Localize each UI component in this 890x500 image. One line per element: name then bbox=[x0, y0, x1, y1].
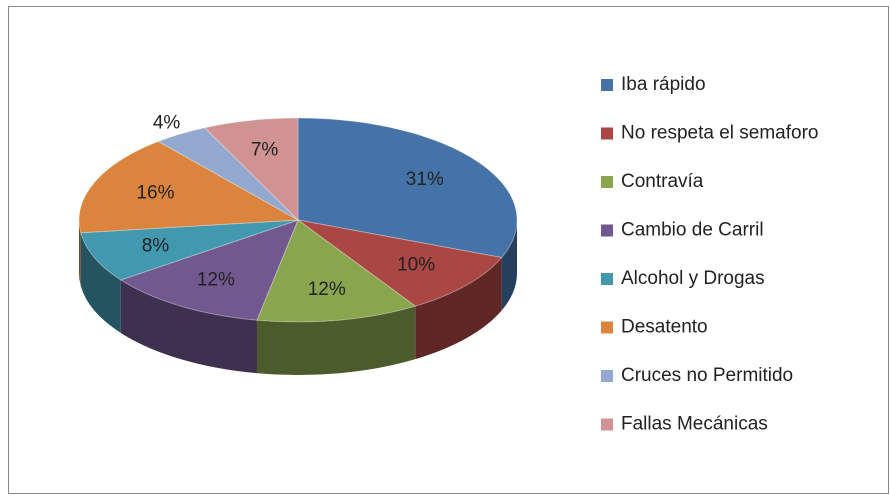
slice-side bbox=[501, 220, 517, 311]
legend-swatch bbox=[601, 418, 613, 431]
legend-label: Cambio de Carril bbox=[621, 220, 764, 241]
slice-side bbox=[120, 279, 257, 374]
data-label: 8% bbox=[142, 235, 170, 256]
slice bbox=[297, 219, 503, 307]
slice-side bbox=[415, 257, 502, 360]
data-label: 10% bbox=[397, 255, 435, 276]
legend-swatch bbox=[601, 370, 613, 382]
data-label: 12% bbox=[308, 279, 346, 300]
legend-label: Alcohol y Drogas bbox=[621, 268, 765, 289]
legend-swatch bbox=[601, 79, 613, 91]
slice bbox=[157, 127, 299, 221]
data-label: 31% bbox=[406, 169, 444, 190]
slice bbox=[203, 117, 299, 222]
legend-label: Desatento bbox=[621, 317, 708, 338]
legend-swatch bbox=[601, 273, 613, 285]
legend-swatch bbox=[601, 321, 613, 334]
slice-side bbox=[80, 232, 121, 333]
legend-label: Contravía bbox=[621, 171, 704, 192]
data-label: 16% bbox=[136, 183, 174, 204]
legend-swatch bbox=[601, 224, 613, 237]
legend-label: Iba rápido bbox=[621, 74, 706, 95]
slice bbox=[256, 219, 417, 323]
legend-swatch bbox=[601, 127, 613, 140]
slice bbox=[297, 117, 518, 259]
slice bbox=[80, 219, 299, 281]
data-label: 7% bbox=[251, 139, 279, 160]
slice bbox=[78, 140, 300, 234]
legend-label: Cruces no Permitido bbox=[621, 365, 793, 386]
slice-side bbox=[79, 220, 81, 286]
legend-label: Fallas Mecánicas bbox=[621, 414, 768, 435]
data-label: 12% bbox=[197, 269, 235, 290]
legend-label: No respeta el semaforo bbox=[621, 123, 819, 144]
slice-side bbox=[256, 306, 416, 375]
legend-swatch bbox=[601, 176, 613, 188]
data-label: 4% bbox=[153, 113, 181, 134]
slice bbox=[119, 219, 299, 321]
